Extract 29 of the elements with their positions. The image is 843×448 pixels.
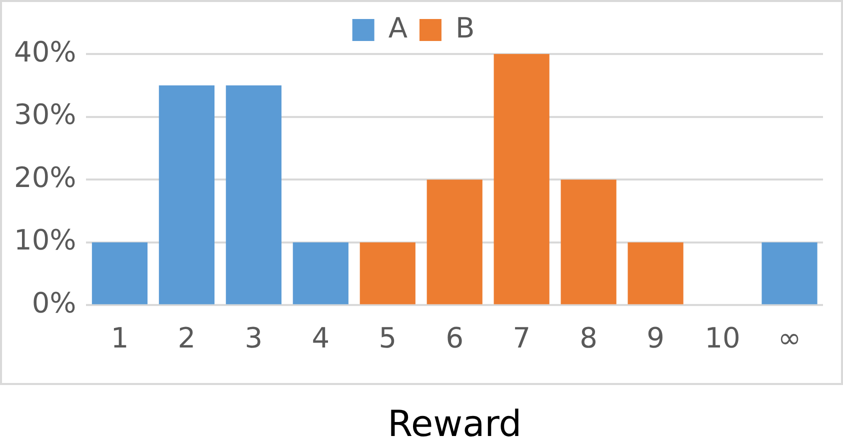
y-tick-label: 40% [14,35,76,68]
bar [494,54,550,304]
x-tick-label: ∞ [778,321,802,354]
bar [762,242,818,304]
bar [426,180,482,304]
bar [360,242,416,304]
legend-label: A [388,11,408,44]
y-tick-label: 0% [32,286,76,320]
legend-label: B [455,11,475,44]
y-tick-label: 20% [14,160,76,194]
bar [560,180,616,304]
x-axis-title: Reward [388,404,522,445]
bar [92,242,148,304]
x-tick-label: 2 [178,321,196,354]
x-tick-label: 5 [378,321,397,354]
bar [292,242,348,304]
x-tick-label: 8 [580,321,598,354]
x-tick-label: 4 [312,321,330,354]
y-tick-label: 10% [14,224,76,257]
x-tick-label: 6 [446,321,464,354]
bar [628,242,684,304]
x-tick-label: 3 [244,321,263,354]
bar [226,85,282,304]
x-tick-label: 10 [704,321,740,354]
bar [158,85,214,304]
x-tick-label: 1 [110,321,129,354]
x-tick-label: 7 [512,321,531,354]
y-tick-label: 30% [14,98,76,132]
x-tick-label: 9 [646,321,664,354]
